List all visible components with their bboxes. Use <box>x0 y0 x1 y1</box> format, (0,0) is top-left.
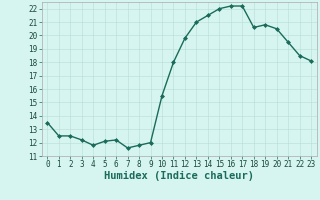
X-axis label: Humidex (Indice chaleur): Humidex (Indice chaleur) <box>104 171 254 181</box>
